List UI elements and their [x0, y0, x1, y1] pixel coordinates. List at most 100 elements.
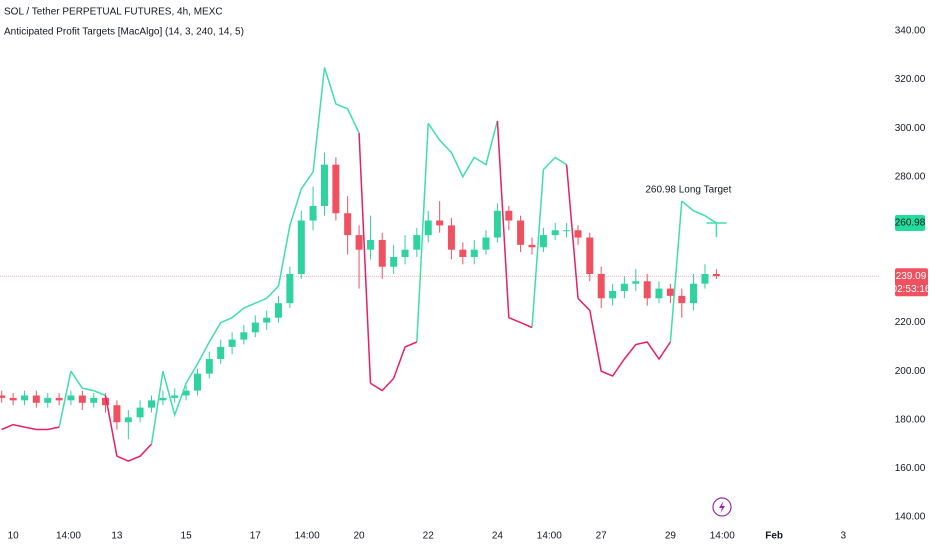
- candle-body: [424, 220, 432, 236]
- indicator-line: [577, 297, 672, 377]
- x-tick-label: 14:00: [710, 531, 735, 542]
- indicator-switch: [104, 395, 118, 457]
- candle-body: [574, 230, 582, 238]
- x-tick-label: 27: [596, 531, 608, 542]
- candle-body: [355, 235, 363, 250]
- indicator-switch: [58, 371, 72, 428]
- target-price-label: 260.98: [895, 218, 926, 229]
- last-price-label: 239.09: [896, 271, 927, 282]
- candle-body: [9, 397, 17, 401]
- candle-body: [55, 397, 63, 401]
- y-tick-label: 280.00: [895, 171, 926, 182]
- x-tick-label: 22: [423, 531, 435, 542]
- indicator-switch: [358, 133, 372, 384]
- candle-body: [563, 230, 571, 232]
- target-annotation: 260.98 Long Target: [645, 185, 731, 196]
- candle-body: [228, 339, 236, 347]
- last-price-box: [895, 268, 928, 297]
- candle-body: [148, 400, 156, 408]
- x-tick-label: 29: [665, 531, 677, 542]
- candle-body: [309, 205, 317, 221]
- indicator-line: [116, 443, 153, 462]
- indicator-line: [542, 156, 568, 171]
- candle-body: [205, 359, 213, 374]
- x-tick-label: 14:00: [56, 531, 81, 542]
- candle-body: [390, 256, 398, 267]
- candle-body: [171, 395, 179, 398]
- candle-body: [712, 273, 720, 277]
- indicator-line: [508, 317, 533, 329]
- candle-body: [528, 244, 536, 248]
- candle-body: [366, 239, 374, 250]
- indicator-switch: [150, 371, 164, 445]
- candle-body: [159, 397, 167, 401]
- candle-body: [597, 273, 605, 299]
- x-tick-label: 13: [111, 531, 123, 542]
- candle-body: [217, 346, 225, 360]
- candle-body: [632, 281, 640, 284]
- candle-body: [113, 405, 121, 423]
- candle-body: [0, 395, 6, 398]
- candle-body: [678, 295, 686, 304]
- candle-body: [701, 273, 709, 284]
- indicator-line: [427, 120, 499, 179]
- x-tick-label: 24: [492, 531, 504, 542]
- candle-body: [240, 332, 248, 340]
- candle-body: [493, 210, 501, 238]
- candle-body: [539, 235, 547, 248]
- indicator-line: [162, 67, 360, 418]
- indicator-switch: [531, 169, 545, 328]
- candle-body: [274, 303, 282, 318]
- target-price-box: [895, 215, 925, 232]
- indicator-title: Anticipated Profit Targets [MacAlgo] (14…: [4, 27, 244, 38]
- x-tick-label: 10: [8, 531, 20, 542]
- indicator-line: [70, 370, 106, 397]
- candle-body: [436, 220, 444, 226]
- event-bolt: [719, 501, 725, 513]
- candle-body: [90, 397, 98, 403]
- countdown-label: 02:53:16: [892, 284, 931, 295]
- candle-body: [413, 235, 421, 250]
- candle-body: [551, 230, 559, 236]
- candle-body: [124, 417, 132, 423]
- y-tick-label: 180.00: [895, 414, 926, 425]
- candle-body: [194, 373, 202, 391]
- x-tick-label: 15: [181, 531, 193, 542]
- y-tick-label: 300.00: [895, 123, 926, 134]
- candle-body: [586, 237, 594, 274]
- candle-body: [505, 210, 513, 221]
- candle-body: [609, 291, 617, 299]
- y-tick-label: 220.00: [895, 317, 926, 328]
- candle-body: [482, 237, 490, 250]
- candle-body: [78, 395, 86, 403]
- candle-body: [470, 249, 478, 257]
- candle-body: [286, 273, 294, 304]
- x-tick-label: Feb: [765, 531, 783, 542]
- y-tick-label: 340.00: [895, 26, 926, 37]
- indicator-line: [1, 423, 60, 431]
- candle-body: [378, 239, 386, 267]
- x-tick-label: 20: [353, 531, 365, 542]
- y-tick-label: 160.00: [895, 463, 926, 474]
- candle-body: [102, 397, 110, 406]
- candle-body: [666, 288, 674, 296]
- y-tick-label: 320.00: [895, 74, 926, 85]
- candle-body: [251, 322, 259, 333]
- y-tick-label: 140.00: [895, 512, 926, 523]
- candle-body: [21, 395, 29, 401]
- candle-body: [67, 395, 75, 401]
- candle-body: [297, 220, 305, 274]
- candle-body: [182, 390, 190, 396]
- candle-body: [447, 225, 455, 250]
- candle-body: [459, 249, 467, 257]
- indicator-switch: [496, 120, 510, 318]
- x-tick-label: 3: [841, 531, 847, 542]
- candle-body: [401, 249, 409, 257]
- candle-body: [332, 164, 340, 214]
- chart-title: SOL / Tether PERPETUAL FUTURES, 4h, MEXC: [4, 7, 223, 18]
- event-icon[interactable]: [712, 497, 732, 517]
- candle-body: [344, 213, 352, 236]
- candle-body: [655, 288, 663, 299]
- indicator-line: [681, 200, 717, 224]
